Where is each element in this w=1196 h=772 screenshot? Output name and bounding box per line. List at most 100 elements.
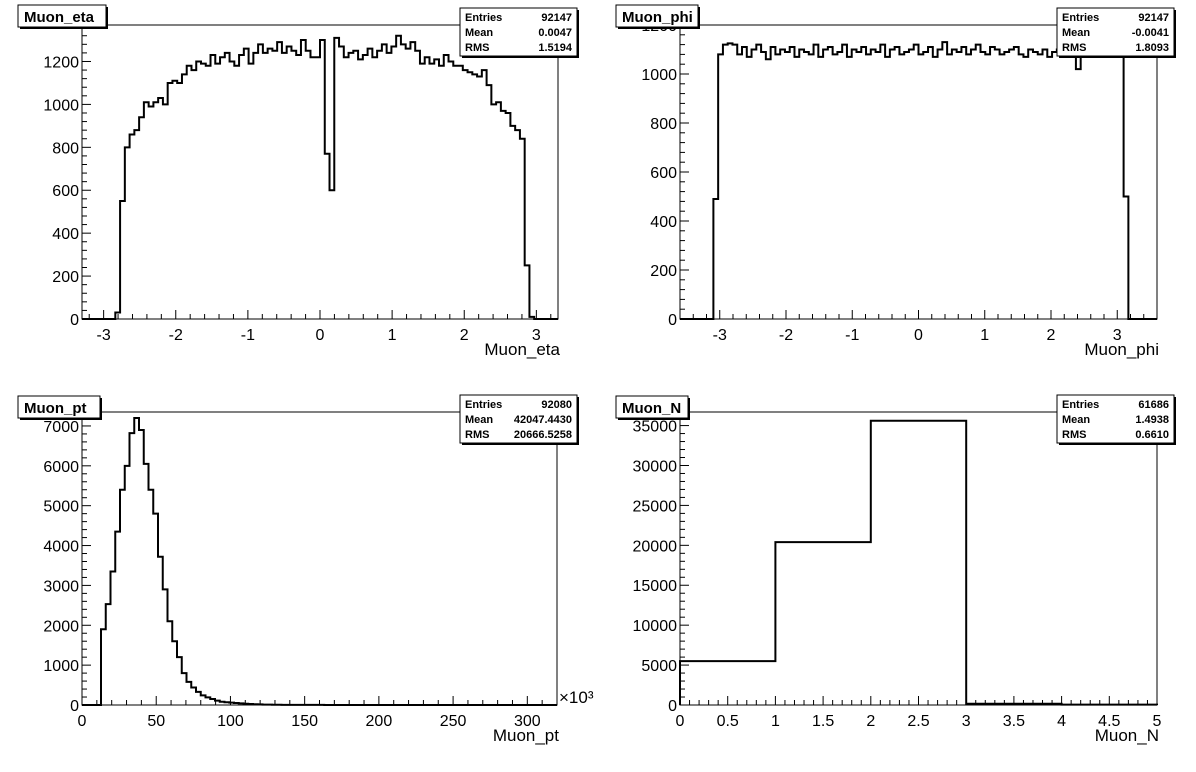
x-tick-label: 1.5 [812,713,834,730]
histogram-step-line [82,34,558,320]
x-tick-label: 0.5 [717,713,739,730]
stats-value: 0.0047 [538,27,572,39]
x-tick-label: 0 [676,713,685,730]
y-tick-label: 800 [52,140,79,157]
y-tick-label: 30000 [633,458,678,475]
x-axis-label: Muon_eta [484,340,560,359]
stats-value: 0.6610 [1135,429,1169,441]
x-tick-label: 300 [514,713,541,730]
y-tick-label: 2000 [43,618,79,635]
x-tick-label: 3 [532,327,541,344]
y-tick-label: 400 [650,214,677,231]
stats-value: 92080 [541,399,572,411]
stats-label: Mean [465,414,493,426]
chart-panel-Muon_phi: -3-2-10123020040060080010001200Muon_phiM… [615,4,1176,359]
chart-title-box: Muon_pt [17,395,102,420]
x-axis-label: Muon_pt [493,726,559,745]
chart-title-box: Muon_eta [17,4,108,29]
histogram-step-line [82,416,557,706]
y-tick-label: 600 [650,165,677,182]
y-tick-label: 1200 [43,54,79,71]
stats-label: RMS [1062,42,1086,54]
stats-box-frame [1056,7,1175,57]
y-tick-label: 800 [650,116,677,133]
x-tick-label: 3 [1113,327,1122,344]
x-tick-label: 250 [440,713,467,730]
stats-value: 1.5194 [538,42,573,54]
stats-label: Entries [465,399,502,411]
chart-title: Muon_pt [24,400,86,417]
stats-value: 61686 [1138,399,1169,411]
stats-label: Entries [1062,12,1099,24]
x-tick-label: -1 [241,327,255,344]
y-tick-label: 15000 [633,578,678,595]
y-tick-label: 200 [52,269,79,286]
title-box-frame [17,395,101,419]
x-tick-label: 2.5 [907,713,929,730]
chart-panel-Muon_pt: 0 50 100 150 200 250 3000100020003000400050006… [17,394,594,745]
x-tick-label: 0 [914,327,923,344]
chart-title: Muon_phi [622,9,693,26]
x-tick-label: -2 [779,327,793,344]
chart-title: Muon_eta [24,9,95,26]
x-multiplier-label: ×10³ [559,688,594,707]
y-tick-label: 5000 [641,658,677,675]
x-tick-label: 4.5 [1098,713,1120,730]
x-tick-label: -3 [97,327,111,344]
stats-label: RMS [465,429,489,441]
stats-box: Entries 92147 Mean 0.0047 RMS 1.5194 [459,7,579,58]
histogram-step-line [679,419,1158,706]
y-tick-label: 0 [668,312,677,329]
y-tick-label: 0 [70,312,79,329]
x-tick-label: -3 [713,327,727,344]
chart-panel-Muon_N: 0 0.5 1 1.5 2 2.5 3 3.5 4 4.5 5 0 5000 10000 15000 2000… [615,394,1176,745]
x-tick-label: -1 [845,327,859,344]
x-tick-label: 2 [866,713,875,730]
stats-label: Entries [1062,399,1099,411]
stats-box-frame [459,7,578,57]
y-tick-label: 1000 [43,658,79,675]
y-tick-label: 6000 [43,459,79,476]
x-axis-label: Muon_phi [1084,340,1159,359]
x-tick-label: 4 [1057,713,1066,730]
stats-value: 1.4938 [1135,414,1169,426]
stats-box-frame [459,394,578,444]
chart-title-box: Muon_phi [615,4,700,29]
y-tick-label: 1000 [43,97,79,114]
y-tick-label: 400 [52,226,79,243]
stats-value: 92147 [541,12,572,24]
x-tick-label: 2 [1047,327,1056,344]
x-tick-label: 1 [388,327,397,344]
y-tick-label: 0 [668,698,677,715]
stats-box-frame [1056,394,1175,444]
y-tick-label: 4000 [43,539,79,556]
stats-box: Entries 92080 Mean 42047.4430 RMS 20666.5258 [459,394,579,445]
y-tick-label: 0 [70,698,79,715]
stats-label: Entries [465,12,502,24]
x-axis-label: Muon_N [1095,726,1159,745]
title-box-frame [615,395,689,419]
title-box-frame [615,4,699,28]
stats-label: Mean [1062,414,1090,426]
x-tick-label: 3 [962,713,971,730]
chart-title: Muon_N [622,400,681,417]
x-tick-label: 200 [366,713,393,730]
stats-value: 42047.4430 [514,414,572,426]
x-tick-label: -2 [169,327,183,344]
y-tick-label: 1000 [641,67,677,84]
x-tick-label: 2 [460,327,469,344]
y-tick-label: 10000 [633,618,678,635]
x-tick-label: 1 [771,713,780,730]
y-tick-label: 25000 [633,498,678,515]
y-tick-label: 200 [650,263,677,280]
stats-value: -0.0041 [1132,27,1169,39]
stats-label: RMS [1062,429,1086,441]
x-tick-label: 5 [1153,713,1162,730]
y-tick-label: 7000 [43,419,79,436]
x-tick-label: 1 [980,327,989,344]
stats-label: Mean [1062,27,1090,39]
stats-box: Entries 61686 Mean 1.4938 RMS 0.6610 [1056,394,1176,445]
stats-value: 20666.5258 [514,429,572,441]
x-tick-label: 150 [291,713,318,730]
